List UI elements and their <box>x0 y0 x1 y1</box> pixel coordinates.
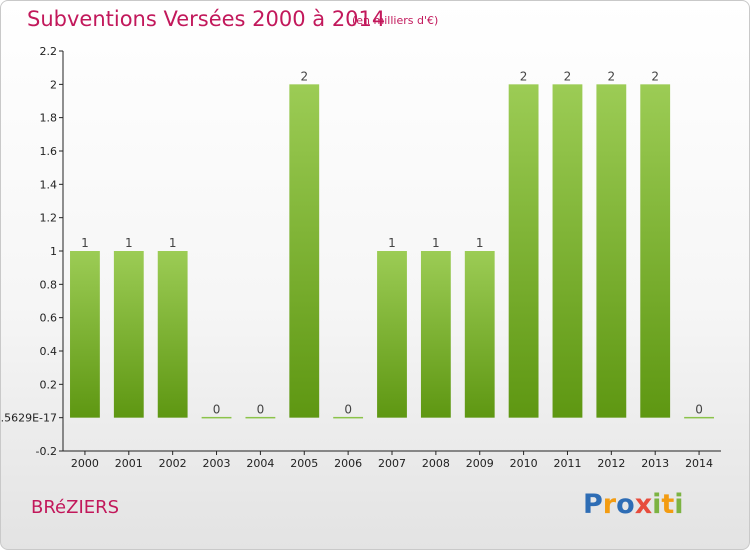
x-tick-label-2004: 2004 <box>246 457 274 470</box>
bar-2011 <box>552 84 583 418</box>
proxiti-logo[interactable]: Proxiti <box>583 489 684 520</box>
y-tick-label: 2 <box>50 78 57 91</box>
logo-letter: i <box>674 489 684 520</box>
data-label-2004: 0 <box>257 403 265 417</box>
y-tick-label: 2.2 <box>40 45 58 58</box>
logo-letter: o <box>616 489 635 520</box>
y-tick-label: 0.8 <box>40 278 58 291</box>
x-tick-label-2009: 2009 <box>466 457 494 470</box>
y-tick-label: 1.8 <box>40 112 58 125</box>
data-label-2012: 2 <box>608 69 616 83</box>
y-tick-label: -0.2 <box>36 445 57 458</box>
data-label-2013: 2 <box>651 69 659 83</box>
data-label-2002: 1 <box>169 236 177 250</box>
x-tick-label-2003: 2003 <box>203 457 231 470</box>
bar-2003 <box>201 416 232 419</box>
bar-2000 <box>70 251 100 418</box>
bar-2006 <box>333 416 364 419</box>
y-tick-label: 0.4 <box>40 345 58 358</box>
x-tick-label-2011: 2011 <box>553 457 581 470</box>
data-label-2010: 2 <box>520 69 528 83</box>
bar-2004 <box>245 416 276 419</box>
bar-2010 <box>508 84 539 418</box>
y-tick-label: 0.2 <box>40 378 58 391</box>
bar-2002 <box>157 251 188 418</box>
y-tick-label: 0.6 <box>40 312 58 325</box>
x-tick-label-2002: 2002 <box>159 457 187 470</box>
logo-letter: x <box>634 489 653 520</box>
bar-2014 <box>684 416 714 419</box>
x-tick-label-2013: 2013 <box>641 457 669 470</box>
data-label-2006: 0 <box>344 403 352 417</box>
chart-title: Subventions Versées 2000 à 2014 <box>27 7 386 31</box>
y-tick-label: 1 <box>50 245 57 258</box>
data-label-2009: 1 <box>476 236 484 250</box>
x-tick-label-2001: 2001 <box>115 457 143 470</box>
data-label-2011: 2 <box>564 69 572 83</box>
bar-2012 <box>596 84 627 418</box>
y-tick-label: 1.6 <box>40 145 58 158</box>
data-label-2000: 1 <box>81 236 89 250</box>
x-tick-label-2012: 2012 <box>597 457 625 470</box>
bar-2001 <box>113 251 144 418</box>
chart-units-note: (en milliers d'€) <box>352 14 439 27</box>
data-label-2008: 1 <box>432 236 440 250</box>
logo-letter: r <box>602 489 617 520</box>
x-tick-label-2006: 2006 <box>334 457 362 470</box>
logo-letter: t <box>661 489 675 520</box>
bar-2005 <box>289 84 320 418</box>
y-tick-label: 1.4 <box>40 178 58 191</box>
data-label-2007: 1 <box>388 236 396 250</box>
x-tick-label-2007: 2007 <box>378 457 406 470</box>
x-tick-label-2014: 2014 <box>685 457 713 470</box>
x-tick-label-2010: 2010 <box>510 457 538 470</box>
data-label-2001: 1 <box>125 236 133 250</box>
bar-2009 <box>464 251 495 418</box>
data-label-2005: 2 <box>300 69 308 83</box>
x-tick-label-2005: 2005 <box>290 457 318 470</box>
data-label-2003: 0 <box>213 403 221 417</box>
bar-2007 <box>377 251 407 418</box>
town-name: BRéZIERS <box>31 497 120 518</box>
x-tick-label-2000: 2000 <box>71 457 99 470</box>
logo-letter: P <box>583 489 603 520</box>
bar-2008 <box>420 251 451 418</box>
data-label-2014: 0 <box>695 403 703 417</box>
y-tick-label: -1.5629E-17 <box>1 412 57 425</box>
x-tick-label-2008: 2008 <box>422 457 450 470</box>
y-tick-label: 1.2 <box>40 212 58 225</box>
logo-letter: i <box>652 489 662 520</box>
bar-2013 <box>640 84 671 418</box>
